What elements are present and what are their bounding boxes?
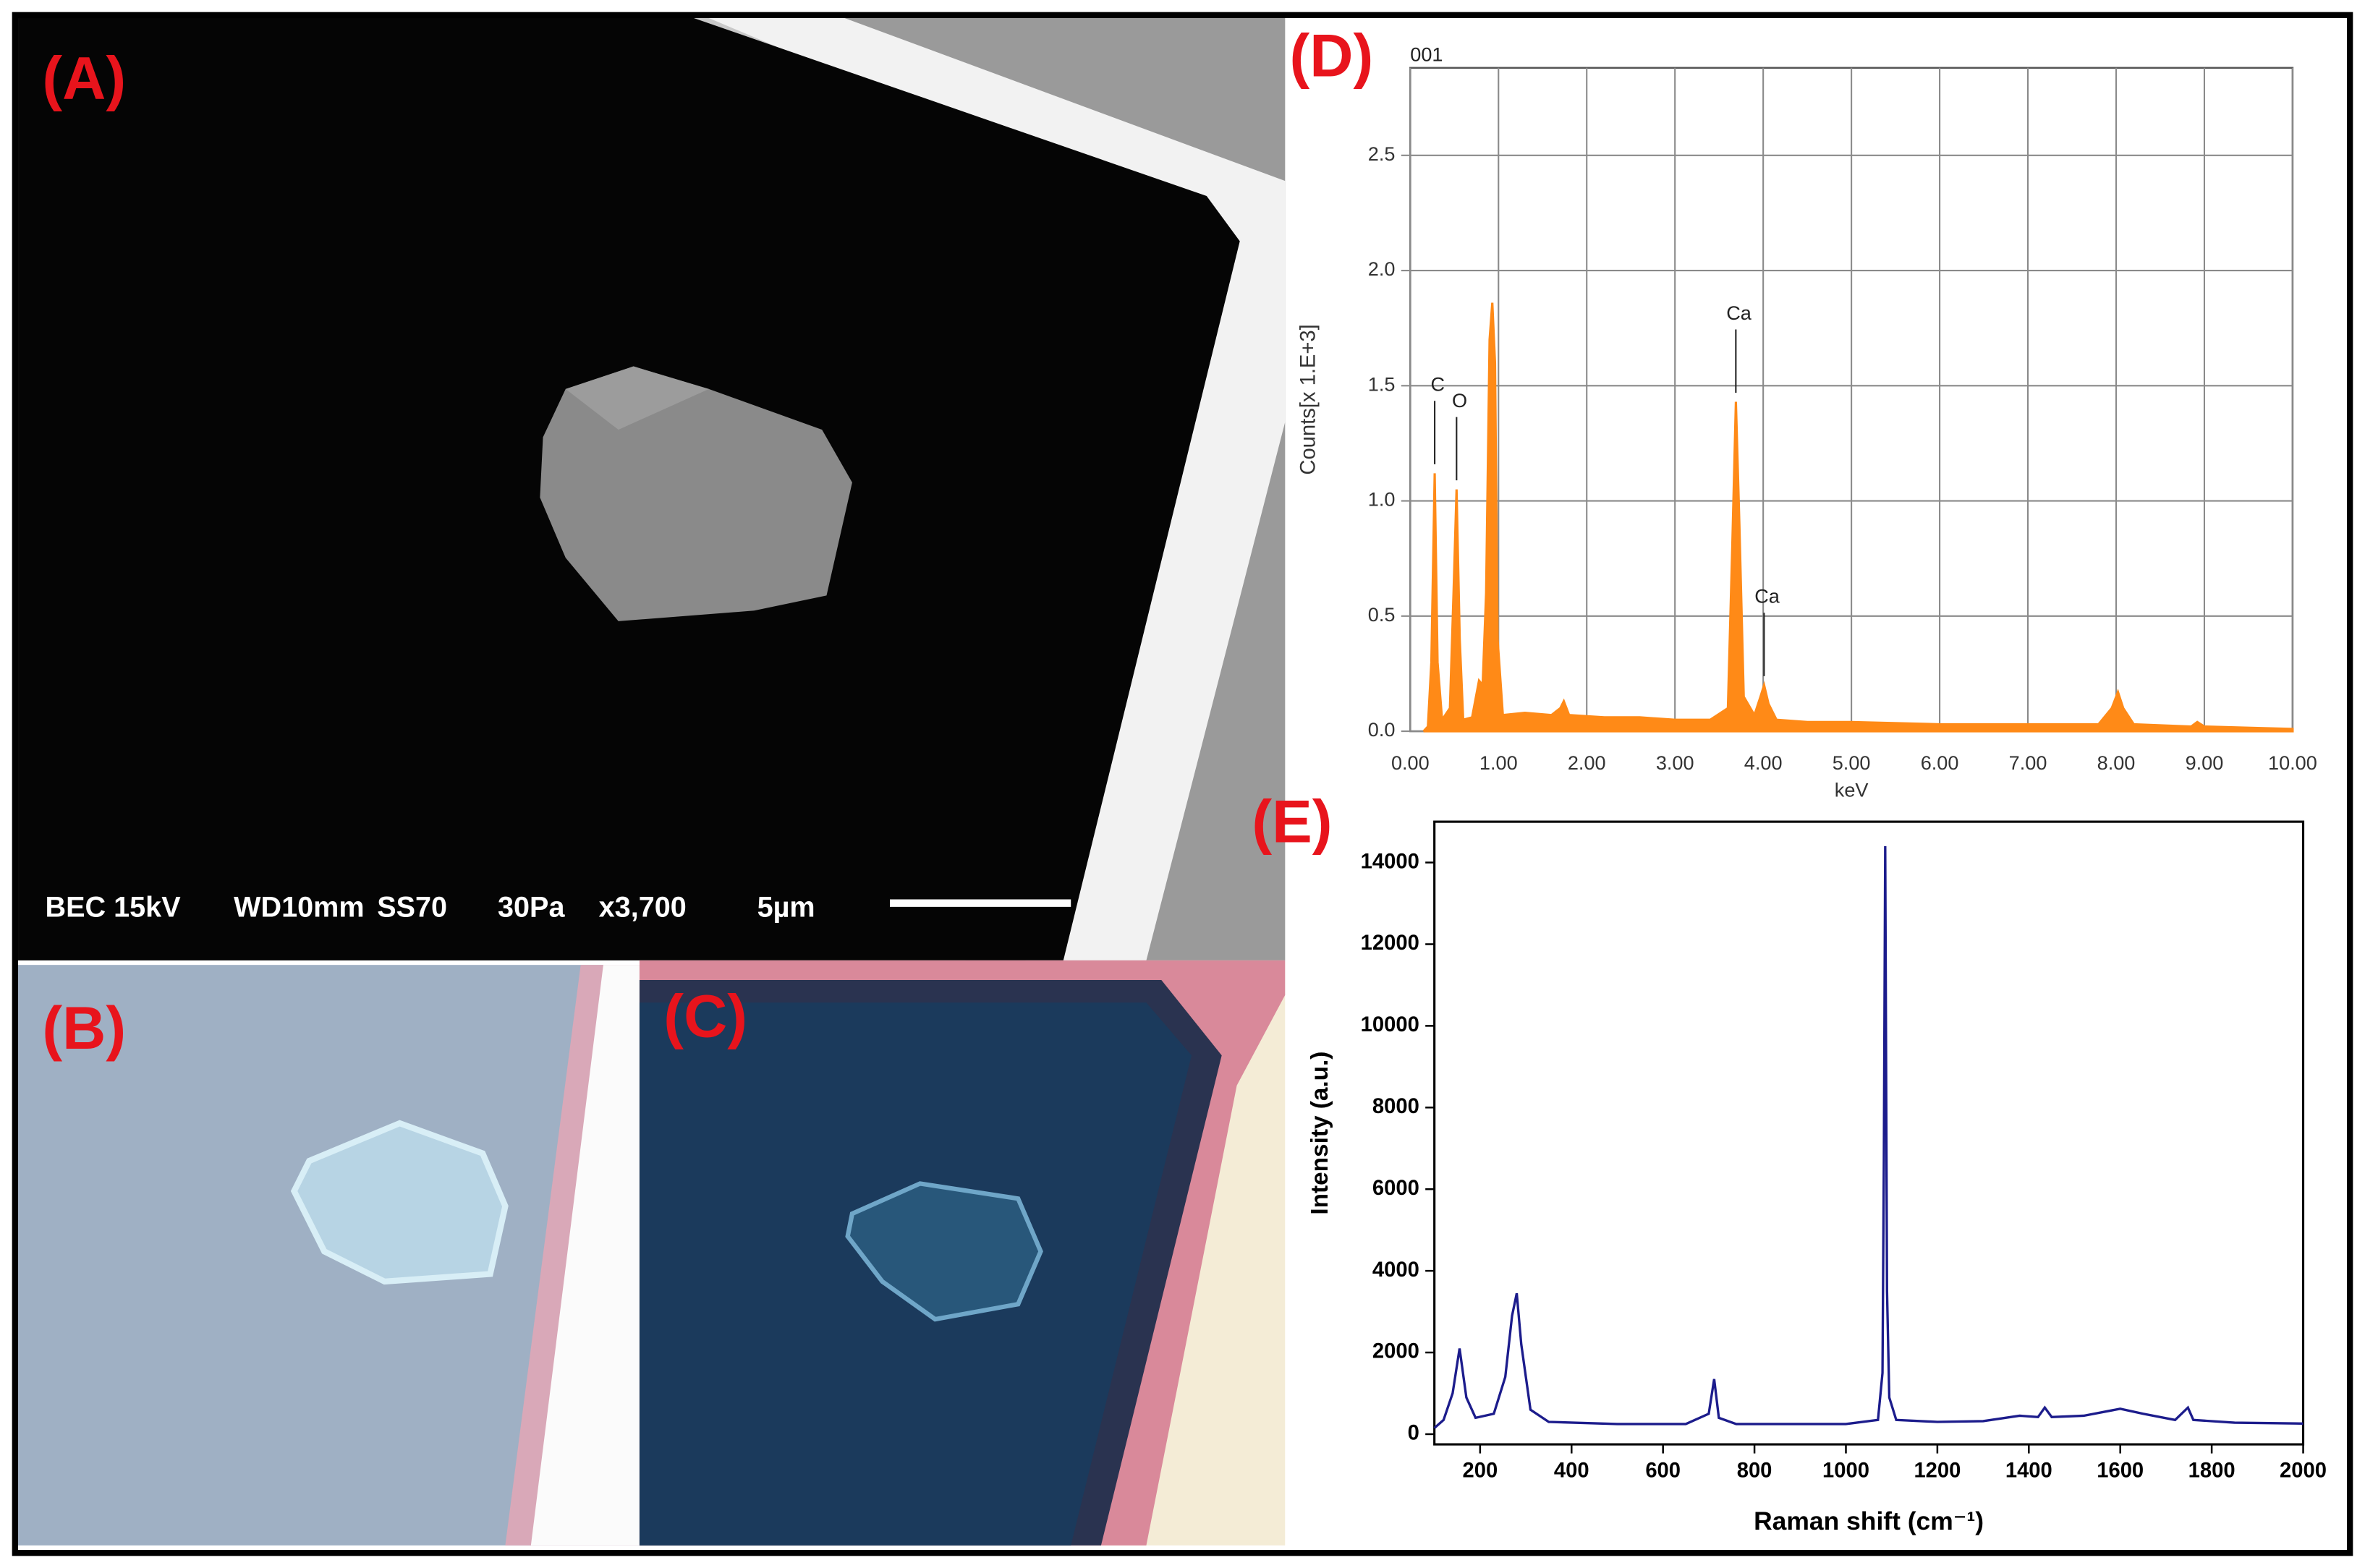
x-tick-label: 800	[1737, 1459, 1772, 1482]
x-tick-label: 1000	[1822, 1459, 1869, 1482]
x-tick-label: 6.00	[1921, 751, 1959, 774]
crystal	[540, 366, 852, 621]
panel-label: (C)	[663, 982, 747, 1049]
annotation: Ca	[1754, 585, 1780, 608]
y-tick-label: 8000	[1372, 1095, 1419, 1118]
spectrum	[1422, 302, 2294, 733]
crystal	[845, 1181, 1043, 1322]
x-tick-label: 0.00	[1391, 751, 1430, 774]
y-tick-label: 6000	[1372, 1177, 1419, 1200]
sem-info: SS70	[377, 891, 447, 923]
sem-image: BEC 15kV WD10mm SS70 30Pa x3,700 5µm (A)	[18, 18, 1286, 960]
x-tick-label: 3.00	[1656, 751, 1694, 774]
sem-info: 5µm	[757, 891, 815, 923]
x-tick-label: 1800	[2188, 1459, 2236, 1482]
y-tick-label: 0	[1408, 1422, 1419, 1445]
y-tick-label: 0.0	[1368, 718, 1396, 741]
y-tick-label: 1.5	[1368, 372, 1396, 395]
panel-label: (D)	[1290, 22, 1374, 89]
x-tick-label: 400	[1554, 1459, 1589, 1482]
plot-area	[1433, 820, 2305, 1446]
x-tick-label: 200	[1463, 1459, 1498, 1482]
x-tick-label: 7.00	[2009, 751, 2047, 774]
sem-info: WD10mm	[234, 891, 364, 923]
panel-label: (E)	[1252, 788, 1332, 855]
annotation: O	[1452, 389, 1467, 412]
x-tick-label: 9.00	[2186, 751, 2224, 774]
y-tick-label: 10000	[1361, 1013, 1419, 1036]
panel-label: (B)	[42, 994, 126, 1062]
x-tick-label: 1.00	[1479, 751, 1518, 774]
crystal	[290, 1120, 509, 1285]
y-tick-label: 2.5	[1368, 142, 1396, 165]
x-tick-label: 2000	[2280, 1459, 2327, 1482]
sem-info: 30Pa	[498, 891, 565, 923]
annotation: Ca	[1726, 302, 1752, 324]
spectrum-line	[1433, 845, 2304, 1429]
crystal-facet	[565, 366, 709, 430]
figure-border	[12, 12, 2353, 1556]
chart-title: 001	[1410, 43, 1443, 65]
y-tick-label: 1.0	[1368, 488, 1396, 511]
x-tick-label: 1600	[2097, 1459, 2144, 1482]
x-axis-label: Raman shift (cm⁻¹)	[1754, 1507, 1984, 1535]
panel-label: (A)	[42, 45, 126, 112]
x-tick-label: 5.00	[1833, 751, 1871, 774]
optical-image-c: (C)	[639, 960, 1286, 1546]
sem-info: x3,700	[599, 891, 687, 923]
x-tick-label: 1400	[2005, 1459, 2052, 1482]
x-tick-label: 2.00	[1568, 751, 1606, 774]
y-tick-label: 4000	[1372, 1258, 1419, 1282]
sem-frame	[708, 18, 1286, 960]
x-tick-label: 4.00	[1744, 751, 1783, 774]
y-tick-label: 14000	[1361, 850, 1419, 873]
y-tick-label: 0.5	[1368, 603, 1396, 626]
y-axis-label: Counts[x 1.E+3]	[1296, 324, 1320, 474]
x-axis-label: keV	[1835, 779, 1869, 801]
y-tick-label: 12000	[1361, 932, 1419, 955]
annotation: C	[1430, 373, 1445, 396]
y-axis-label: Intensity (a.u.)	[1307, 1052, 1333, 1215]
x-tick-label: 1200	[1914, 1459, 1961, 1482]
y-tick-label: 2000	[1372, 1340, 1419, 1363]
x-tick-label: 8.00	[2097, 751, 2136, 774]
optical-white	[530, 965, 640, 1546]
x-tick-label: 600	[1645, 1459, 1681, 1482]
sem-info: BEC 15kV	[46, 891, 182, 923]
optical-image-b: (B)	[18, 965, 640, 1546]
y-tick-label: 2.0	[1368, 257, 1396, 280]
x-tick-label: 10.00	[2268, 751, 2317, 774]
